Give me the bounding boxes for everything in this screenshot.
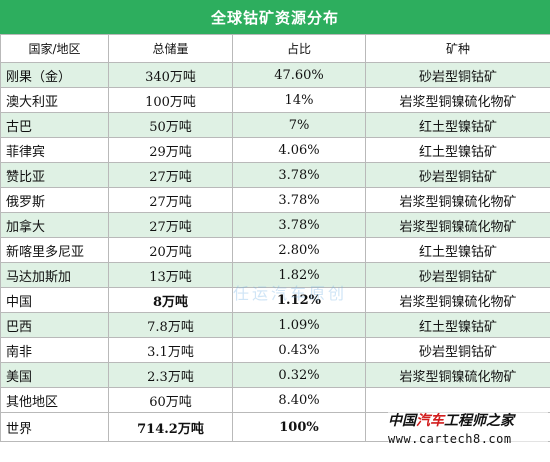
reserve-cell: 20万吨 (108, 237, 233, 263)
reserve-cell: 60万吨 (108, 387, 233, 413)
header-share: 占比 (232, 34, 366, 63)
total-share: 100% (232, 412, 366, 442)
share-cell: 1.82% (232, 262, 366, 288)
share-cell: 8.40% (232, 387, 366, 413)
total-reserve: 714.2万吨 (108, 412, 233, 442)
reserve-cell: 3.1万吨 (108, 337, 233, 363)
table-row: 赞比亚 27万吨 3.78% 砂岩型铜钴矿 (0, 162, 550, 188)
type-cell: 砂岩型铜钴矿 (365, 337, 550, 363)
type-cell: 岩浆型铜镍硫化物矿 (365, 87, 550, 113)
country-cell: 菲律宾 (0, 137, 109, 163)
logo-part-2: 汽车 (416, 413, 444, 429)
header-reserve: 总储量 (108, 34, 233, 63)
reserve-cell: 13万吨 (108, 262, 233, 288)
reserve-cell: 2.3万吨 (108, 362, 233, 388)
type-cell: 砂岩型铜钴矿 (365, 162, 550, 188)
table-title: 全球钴矿资源分布 (0, 0, 550, 34)
type-cell: 岩浆型铜镍硫化物矿 (365, 187, 550, 213)
reserve-cell: 100万吨 (108, 87, 233, 113)
country-cell: 古巴 (0, 112, 109, 138)
reserve-cell: 50万吨 (108, 112, 233, 138)
share-cell: 47.60% (232, 62, 366, 88)
share-cell: 7% (232, 112, 366, 138)
logo-chinese-name: 中国汽车工程师之家 (388, 410, 548, 430)
type-cell: 红土型镍钴矿 (365, 237, 550, 263)
table-row: 澳大利亚 100万吨 14% 岩浆型铜镍硫化物矿 (0, 87, 550, 113)
share-cell: 1.09% (232, 312, 366, 338)
reserve-cell: 8万吨 (108, 287, 233, 313)
share-cell: 0.43% (232, 337, 366, 363)
reserve-cell: 340万吨 (108, 62, 233, 88)
country-cell: 加拿大 (0, 212, 109, 238)
total-country: 世界 (0, 412, 109, 442)
header-country: 国家/地区 (0, 34, 109, 63)
country-cell: 美国 (0, 362, 109, 388)
table-row: 中国 8万吨 1.12% 岩浆型铜镍硫化物矿 (0, 287, 550, 313)
share-cell: 3.78% (232, 187, 366, 213)
cartech8-logo: 中国汽车工程师之家 www.cartech8.com (388, 410, 548, 446)
share-cell: 0.32% (232, 362, 366, 388)
table-row: 菲律宾 29万吨 4.06% 红土型镍钴矿 (0, 137, 550, 163)
type-cell: 岩浆型铜镍硫化物矿 (365, 362, 550, 388)
country-cell: 澳大利亚 (0, 87, 109, 113)
reserve-cell: 7.8万吨 (108, 312, 233, 338)
country-cell: 新喀里多尼亚 (0, 237, 109, 263)
country-cell: 刚果（金） (0, 62, 109, 88)
cobalt-resource-table: 国家/地区 总储量 占比 矿种 刚果（金） 340万吨 47.60% 砂岩型铜钴矿 澳大… (0, 34, 550, 442)
type-cell: 红土型镍钴矿 (365, 312, 550, 338)
reserve-cell: 27万吨 (108, 187, 233, 213)
country-cell: 中国 (0, 287, 109, 313)
type-cell: 岩浆型铜镍硫化物矿 (365, 212, 550, 238)
type-cell: 红土型镍钴矿 (365, 112, 550, 138)
type-cell: 红土型镍钴矿 (365, 137, 550, 163)
logo-part-1: 中国 (388, 413, 416, 429)
table-row: 马达加斯加 13万吨 1.82% 砂岩型铜钴矿 (0, 262, 550, 288)
share-cell: 3.78% (232, 162, 366, 188)
table-row: 俄罗斯 27万吨 3.78% 岩浆型铜镍硫化物矿 (0, 187, 550, 213)
header-type: 矿种 (365, 34, 550, 63)
table-row: 刚果（金） 340万吨 47.60% 砂岩型铜钴矿 (0, 62, 550, 88)
share-cell: 14% (232, 87, 366, 113)
reserve-cell: 29万吨 (108, 137, 233, 163)
table-row: 其他地区 60万吨 8.40% (0, 387, 550, 413)
share-cell: 1.12% (232, 287, 366, 313)
country-cell: 巴西 (0, 312, 109, 338)
share-cell: 2.80% (232, 237, 366, 263)
table-row: 美国 2.3万吨 0.32% 岩浆型铜镍硫化物矿 (0, 362, 550, 388)
country-cell: 马达加斯加 (0, 262, 109, 288)
country-cell: 其他地区 (0, 387, 109, 413)
table-row: 古巴 50万吨 7% 红土型镍钴矿 (0, 112, 550, 138)
table-row: 加拿大 27万吨 3.78% 岩浆型铜镍硫化物矿 (0, 212, 550, 238)
country-cell: 南非 (0, 337, 109, 363)
logo-url: www.cartech8.com (388, 432, 512, 446)
logo-part-3: 工程师之家 (444, 413, 514, 429)
share-cell: 3.78% (232, 212, 366, 238)
table-row: 新喀里多尼亚 20万吨 2.80% 红土型镍钴矿 (0, 237, 550, 263)
reserve-cell: 27万吨 (108, 162, 233, 188)
header-row: 国家/地区 总储量 占比 矿种 (0, 34, 550, 63)
reserve-cell: 27万吨 (108, 212, 233, 238)
share-cell: 4.06% (232, 137, 366, 163)
table-row: 巴西 7.8万吨 1.09% 红土型镍钴矿 (0, 312, 550, 338)
country-cell: 赞比亚 (0, 162, 109, 188)
type-cell: 岩浆型铜镍硫化物矿 (365, 287, 550, 313)
type-cell (365, 387, 550, 413)
type-cell: 砂岩型铜钴矿 (365, 62, 550, 88)
type-cell: 砂岩型铜钴矿 (365, 262, 550, 288)
country-cell: 俄罗斯 (0, 187, 109, 213)
table-row: 南非 3.1万吨 0.43% 砂岩型铜钴矿 (0, 337, 550, 363)
